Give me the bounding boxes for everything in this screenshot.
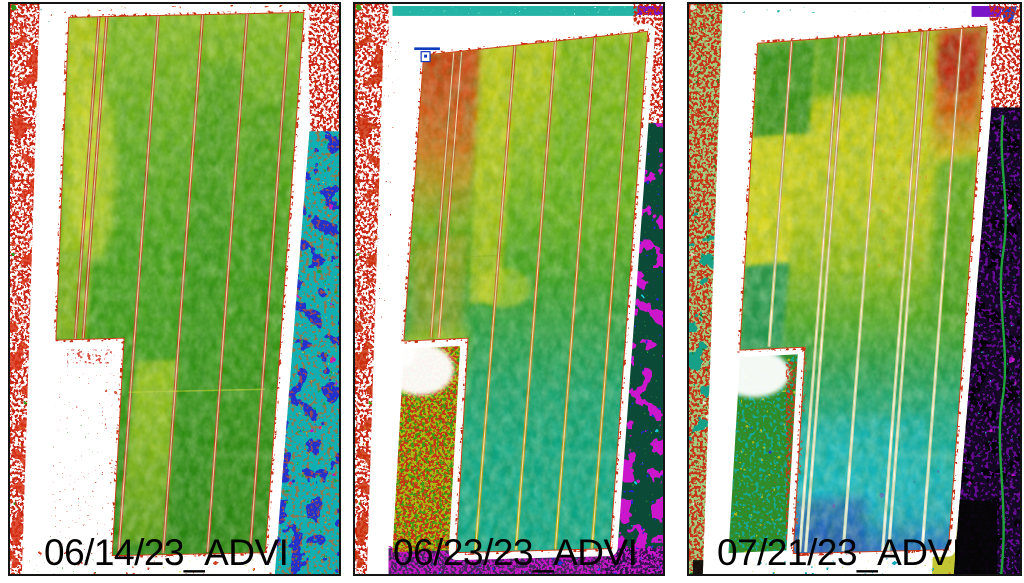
panel3-bottom-noise [748,556,946,574]
panel1-right-band-top-red [307,4,339,137]
map-date-label-3: 07/21/23_ADVI [717,532,962,573]
advi-panel-3: 07/21/23_ADVI [687,2,1022,576]
advi-raster-07-21-23 [689,4,1020,574]
panel3-green-wiggle [998,115,1007,574]
advi-raster-06-14-23 [10,4,339,574]
panel3-right-band-top-red [989,4,1020,110]
map-date-label-1: 06/14/23_ADVI [44,532,289,573]
panel1-fallow-notch-speckle [45,343,121,551]
advi-panel-2: 06/23/23_ADVI [353,2,665,576]
aircraft-marker-icon [414,47,440,63]
panel3-roads-and-edges [732,19,994,561]
advi-panel-1: 06/14/23_ADVI [8,2,341,576]
panel3-fallow-notch [718,348,804,554]
panel2-inner-red-speckle [374,31,401,324]
map-date-label-2: 06/23/23_ADVI [393,532,638,573]
panel1-right-noise-band [274,4,339,574]
panel3-purple-corner [971,5,1002,17]
advi-raster-06-23-23 [355,4,663,574]
